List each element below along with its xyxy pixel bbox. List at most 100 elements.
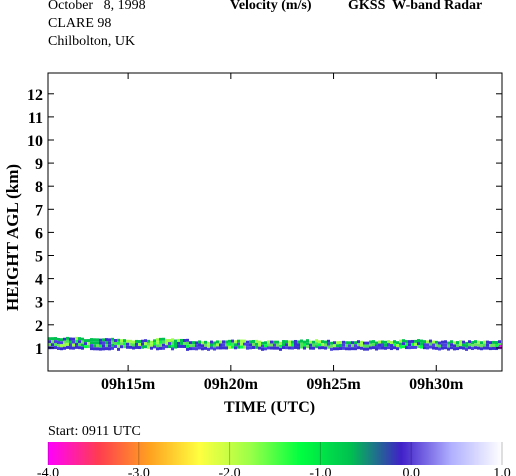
echo-cell xyxy=(123,345,126,349)
echo-cell xyxy=(159,343,162,347)
echo-cell xyxy=(102,341,105,345)
echo-cell xyxy=(471,341,474,345)
echo-cell xyxy=(54,343,57,347)
y-tick-label: 3 xyxy=(35,295,43,312)
echo-cell xyxy=(324,346,327,350)
echo-cell xyxy=(78,337,81,341)
echo-cell xyxy=(330,347,333,351)
echo-cell xyxy=(345,344,348,348)
echo-cell xyxy=(66,345,69,349)
echo-cell xyxy=(234,340,237,344)
echo-cell xyxy=(93,338,96,342)
echo-cell xyxy=(252,339,255,343)
echo-cell xyxy=(246,343,249,347)
echo-cell xyxy=(225,346,228,350)
echo-cell xyxy=(495,344,498,348)
echo-cell xyxy=(180,344,183,348)
echo-cell xyxy=(207,341,210,345)
echo-cell xyxy=(150,343,153,347)
echo-cell xyxy=(285,343,288,347)
echo-cell xyxy=(378,343,381,347)
echo-cell xyxy=(498,340,501,344)
echo-cell xyxy=(84,339,87,343)
echo-cell xyxy=(228,339,231,343)
echo-cell xyxy=(303,340,306,344)
echo-cell xyxy=(132,340,135,344)
echo-cell xyxy=(348,341,351,345)
echo-cell xyxy=(69,343,72,347)
echo-cell xyxy=(240,339,243,343)
echo-cell xyxy=(171,344,174,348)
echo-cell xyxy=(60,341,63,345)
echo-cell xyxy=(453,347,456,351)
echo-cell xyxy=(60,338,63,342)
echo-cell xyxy=(117,341,120,345)
echo-cell xyxy=(81,337,84,341)
echo-cell xyxy=(441,346,444,350)
echo-cell xyxy=(63,346,66,350)
echo-cell xyxy=(165,342,168,346)
echo-cell xyxy=(375,341,378,345)
echo-cell xyxy=(267,343,270,347)
echo-cell xyxy=(225,340,228,344)
echo-cell xyxy=(111,346,114,350)
echo-cell xyxy=(144,342,147,346)
echo-cell xyxy=(108,344,111,348)
echo-cell xyxy=(237,339,240,343)
echo-cell xyxy=(183,342,186,346)
echo-cell xyxy=(270,340,273,344)
x-axis-label: TIME (UTC) xyxy=(224,399,316,416)
echo-cell xyxy=(492,340,495,344)
echo-cell xyxy=(204,340,207,344)
echo-cell xyxy=(138,343,141,347)
echo-cell xyxy=(186,347,189,351)
echo-cell xyxy=(390,344,393,348)
echo-cell xyxy=(426,343,429,347)
echo-cell xyxy=(255,345,258,349)
echo-cell xyxy=(444,343,447,347)
y-tick-label: 2 xyxy=(35,318,43,335)
echo-cell xyxy=(381,340,384,344)
echo-cell xyxy=(141,339,144,343)
echo-cell xyxy=(96,341,99,345)
echo-cell xyxy=(114,345,117,349)
echo-cell xyxy=(474,346,477,350)
colorbar-tick-label: -4.0 xyxy=(37,466,59,476)
echo-cell xyxy=(162,340,165,344)
echo-cell xyxy=(198,346,201,350)
echo-cell xyxy=(48,343,51,347)
echo-cell xyxy=(264,347,267,351)
echo-cell xyxy=(231,345,234,349)
echo-cell xyxy=(321,343,324,347)
echo-cell xyxy=(498,343,501,347)
echo-cell xyxy=(249,343,252,347)
echo-cell xyxy=(480,341,483,345)
echo-cell xyxy=(396,347,399,351)
echo-cell xyxy=(126,342,129,346)
echo-cell xyxy=(441,343,444,347)
echo-cell xyxy=(438,347,441,351)
echo-cell xyxy=(306,345,309,349)
echo-cell xyxy=(78,340,81,344)
echo-cell xyxy=(342,343,345,347)
echo-cell xyxy=(78,346,81,350)
echo-cell xyxy=(384,340,387,344)
echo-cell xyxy=(231,339,234,343)
echo-cell xyxy=(354,344,357,348)
echo-cell xyxy=(426,340,429,344)
echo-cell xyxy=(351,341,354,345)
echo-cell xyxy=(312,343,315,347)
colorbar-ticks: -4.0 -3.0 -2.0 -1.0 0.0 1.0 xyxy=(37,442,511,476)
echo-cell xyxy=(240,342,243,346)
echo-cell xyxy=(327,345,330,349)
echo-cell xyxy=(372,343,375,347)
echo-cell xyxy=(369,340,372,344)
echo-cell xyxy=(168,339,171,343)
echo-cell xyxy=(99,344,102,348)
echo-cell xyxy=(309,346,312,350)
echo-cell xyxy=(351,344,354,348)
echo-cell xyxy=(471,347,474,351)
echo-cell xyxy=(99,347,102,351)
echo-cell xyxy=(348,347,351,351)
echo-cell xyxy=(120,339,123,343)
